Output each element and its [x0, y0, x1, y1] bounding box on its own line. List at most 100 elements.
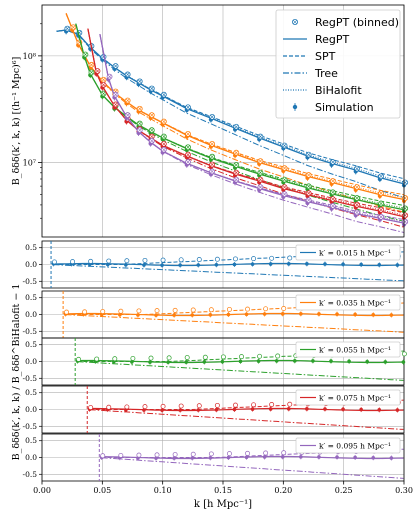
ratio-regpt-binned-marker	[269, 402, 275, 407]
regpt-binned-marker-cross	[71, 25, 76, 30]
ratio-panel-label: k′ = 0.015 h Mpc⁻¹	[319, 249, 391, 258]
regpt-binned-marker-cross	[113, 64, 118, 68]
x-axis-label: k [h Mpc⁻¹]	[194, 499, 252, 510]
ratio-simulation-point	[286, 262, 291, 266]
ratio-simulation-point	[262, 455, 267, 459]
ratio-panel-legend-box	[295, 341, 401, 358]
ratio-simulation-point	[202, 360, 207, 364]
ratio-panel: 0.5 0.0 -0.5 k′ = 0.075 h Mpc⁻¹	[23, 385, 405, 434]
ratio-simulation-point	[377, 408, 382, 412]
ratio-simulation-point	[142, 408, 146, 412]
regpt-binned-marker-cross	[210, 154, 214, 159]
legend-label: BiHalofit	[315, 84, 362, 97]
regpt-binned-marker-cross	[355, 196, 359, 200]
regpt-binned-marker-cross	[258, 170, 263, 175]
ratio-simulation-point	[341, 262, 345, 267]
regpt-binned-marker-cross	[65, 26, 70, 31]
ratio-simulation-point	[353, 455, 357, 460]
legend-label: Tree	[314, 67, 338, 80]
regpt-binned-marker-cross	[113, 92, 118, 97]
legend-label: SPT	[315, 50, 336, 63]
ratio-regpt-binned-marker	[190, 451, 196, 457]
x-tick-label: 0.15	[214, 486, 232, 495]
ratio-regpt-binned-marker	[281, 450, 287, 456]
ratio-simulation-point	[250, 262, 255, 266]
ratio-line	[65, 314, 404, 333]
regpt-binned-marker-cross	[355, 185, 359, 189]
ratio-panel-legend-box	[295, 389, 401, 406]
regpt-binned-marker-cross	[149, 86, 154, 91]
regpt-binned-marker-cross	[379, 207, 383, 212]
regpt-binned-marker-cross	[137, 106, 142, 111]
ratio-regpt-binned-marker	[251, 402, 257, 408]
regpt-binned-marker-cross	[282, 166, 287, 170]
ratio-y-tick-label: 0.0	[25, 310, 37, 319]
regpt-binned-marker-cross	[107, 74, 112, 79]
regpt-binned-marker-cross	[330, 197, 335, 201]
regpt-binned-marker-cross	[306, 184, 311, 189]
x-tick-label: 0.10	[154, 486, 172, 495]
ratio-simulation-point	[172, 313, 176, 317]
ratio-simulation-point	[172, 456, 176, 460]
ratio-regpt-binned-marker	[136, 308, 142, 314]
ratio-y-tick-label: 0.5	[25, 293, 37, 302]
ratio-simulation-point	[335, 312, 339, 316]
ratio-regpt-binned-marker	[257, 353, 263, 359]
ratio-simulation-point	[208, 313, 213, 317]
regpt-binned-marker-cross	[282, 185, 287, 189]
ratio-regpt-binned-marker	[275, 353, 281, 359]
ratio-simulation-point	[359, 407, 363, 412]
ratio-simulation-point	[401, 360, 406, 364]
ratio-simulation-point	[371, 455, 376, 460]
ratio-y-tick-label: 0.5	[25, 243, 37, 252]
ratio-y-tick-label: -0.5	[23, 422, 38, 431]
ratio-panel-legend: k′ = 0.035 h Mpc⁻¹	[295, 294, 401, 311]
ratio-simulation-point	[238, 359, 243, 364]
ratio-simulation-point	[190, 456, 195, 460]
ratio-regpt-binned-marker	[287, 255, 293, 261]
ratio-regpt-binned-marker	[190, 307, 196, 313]
ratio-regpt-binned-marker	[214, 402, 220, 408]
regpt-binned-marker-cross	[330, 160, 335, 164]
ratio-simulation-point	[299, 312, 303, 316]
main-y-axis-label: B_δδδ(k′, k, k) [(h⁻¹ Mpc)⁶]	[11, 57, 22, 186]
legend-marker-regpt-binned-cross	[293, 20, 297, 24]
ratio-simulation-point	[353, 312, 357, 317]
regpt-binned-marker-cross	[330, 204, 335, 208]
regpt-binned-marker-cross	[113, 102, 118, 107]
ratio-simulation-point	[154, 313, 158, 317]
ratio-y-tick-label: -0.5	[23, 327, 38, 336]
ratio-y-tick-label: 0.0	[25, 260, 37, 269]
ratio-simulation-point	[280, 455, 285, 459]
regpt-binned-marker-cross	[330, 179, 335, 183]
ratio-regpt-binned-marker	[226, 451, 232, 457]
legend: RegPT (binned) RegPT SPT Tree BiHalofit Simul…	[275, 9, 401, 119]
regpt-binned-marker-cross	[355, 202, 359, 207]
regpt-binned-marker-cross	[137, 79, 142, 84]
ratio-y-tick-label: 0.5	[25, 388, 37, 397]
ratio-simulation-point	[286, 407, 291, 411]
regpt-binned-marker-cross	[101, 91, 106, 96]
ratio-simulation-point	[365, 359, 369, 364]
regpt-binned-marker-cross	[258, 177, 263, 182]
regpt-binned-marker-cross	[234, 163, 239, 167]
regpt-binned-marker-cross	[379, 215, 383, 219]
ratio-regpt-binned-marker	[154, 308, 160, 314]
ratio-panels: 0.5 0.0 -0.5 k′ = 0.015 h Mpc⁻¹ 0.5 0.0 -0.5 k′…	[23, 240, 407, 482]
regpt-binned-marker-cross	[137, 121, 142, 126]
ratio-panel-legend-box	[295, 294, 401, 311]
ratio-regpt-binned-marker	[100, 453, 106, 459]
ratio-simulation-point	[190, 313, 195, 317]
ratio-regpt-binned-marker	[251, 256, 257, 262]
regpt-binned-marker-cross	[258, 134, 263, 139]
legend-label: Simulation	[315, 101, 374, 114]
main-y-tick-label: 10⁸	[23, 52, 36, 61]
ratio-panel: 0.5 0.0 -0.5 k′ = 0.015 h Mpc⁻¹	[23, 240, 405, 289]
regpt-binned-marker-cross	[306, 191, 311, 196]
x-tick-label: 0.30	[395, 486, 413, 495]
ratio-regpt-binned-marker	[233, 402, 238, 408]
regpt-binned-marker-cross	[89, 63, 94, 67]
x-tick-label: 0.20	[274, 486, 292, 495]
ratio-regpt-binned-marker	[94, 356, 100, 362]
ratio-line	[89, 409, 404, 430]
